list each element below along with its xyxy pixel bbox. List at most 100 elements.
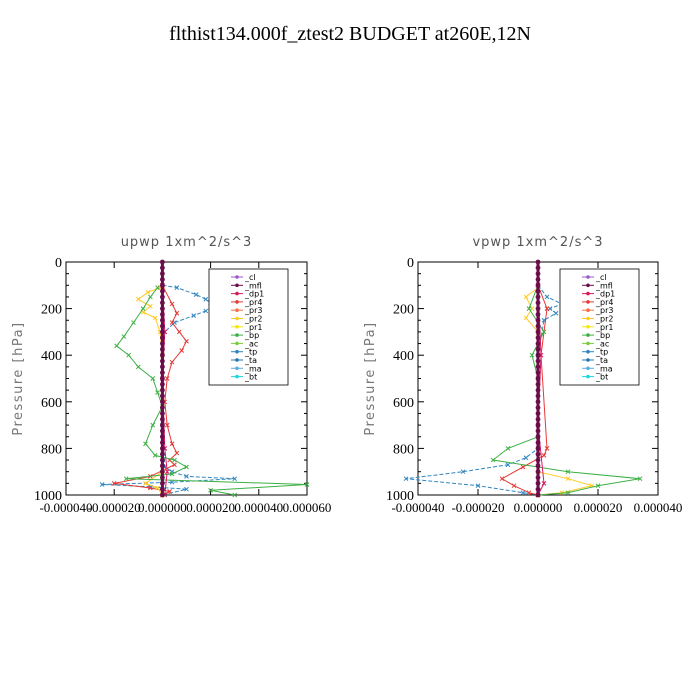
data-point <box>176 329 182 335</box>
data-point <box>535 469 541 475</box>
data-point <box>160 271 165 277</box>
data-point <box>191 313 197 318</box>
data-point <box>172 462 177 468</box>
data-point <box>131 320 136 325</box>
data-point <box>160 352 165 358</box>
data-point <box>160 457 165 463</box>
data-point <box>535 434 541 440</box>
y-tick-label: 600 <box>393 396 414 411</box>
legend-item-ma: _ma <box>231 364 262 373</box>
legend-label: _cl <box>244 273 256 282</box>
legend-label: _dp1 <box>244 290 264 299</box>
data-point <box>529 352 535 358</box>
data-point <box>169 359 175 365</box>
series-mfl <box>160 259 165 498</box>
data-point <box>184 474 189 479</box>
legend-marker <box>235 308 239 313</box>
legend-item-dp1: _dp1 <box>231 290 264 299</box>
legend-item-pr3: _pr3 <box>582 306 613 315</box>
data-point <box>160 492 165 498</box>
y-tick-label: 600 <box>41 396 62 411</box>
legend-label: _bt <box>595 373 608 382</box>
data-point <box>535 405 541 411</box>
legend-item-bt: _bt <box>582 373 608 382</box>
legend-label: _pr3 <box>244 306 262 315</box>
data-point <box>160 411 165 416</box>
data-point <box>565 476 571 482</box>
legend-label: _pr4 <box>244 298 262 307</box>
y-tick-label: 800 <box>393 442 414 457</box>
legend-label: _mfl <box>595 281 613 290</box>
legend-label: _pr1 <box>595 323 613 332</box>
data-point <box>232 492 238 498</box>
legend-marker <box>235 283 239 288</box>
data-point <box>145 289 151 295</box>
data-point <box>121 334 127 339</box>
data-point <box>164 422 170 428</box>
legend-label: _bt <box>244 373 257 382</box>
data-point <box>184 486 189 492</box>
data-point <box>523 294 529 300</box>
data-point <box>535 300 541 306</box>
legend-item-pr4: _pr4 <box>231 298 262 307</box>
data-point <box>147 485 153 491</box>
data-point <box>155 485 160 491</box>
data-point <box>535 387 541 393</box>
legend-item-ta: _ta <box>582 356 608 365</box>
data-point <box>147 294 153 300</box>
data-point <box>232 476 238 482</box>
y-tick-label: 200 <box>41 303 62 318</box>
x-tick-label: 0.000040 <box>234 500 283 515</box>
chart-panel-2: vpwp 1xm^2/s^3 Pressure [hPa] 0 200 400 600 80… <box>363 235 682 515</box>
data-point <box>164 469 170 475</box>
data-point <box>520 490 526 496</box>
data-point <box>160 294 165 300</box>
legend-marker <box>586 333 590 337</box>
legend-marker <box>235 316 239 321</box>
chart-panel-1: upwp 1xm^2/s^3 Pressure [hPa] 0 200 400 600 80… <box>11 235 331 515</box>
data-point <box>160 323 165 329</box>
legend-marker <box>586 358 590 362</box>
data-point <box>541 480 547 486</box>
legend-marker <box>235 300 239 304</box>
data-point <box>172 457 177 463</box>
data-point <box>160 399 165 405</box>
y-axis-label: Pressure [hPa] <box>11 321 26 435</box>
data-point <box>535 288 541 294</box>
data-point <box>160 277 165 282</box>
data-point <box>160 329 165 335</box>
data-point <box>174 310 180 316</box>
legend-marker <box>586 374 590 379</box>
data-point <box>184 338 189 344</box>
data-point <box>160 312 165 317</box>
legend-item-pr1: _pr1 <box>582 323 613 332</box>
legend-box <box>208 268 289 386</box>
legend-item-ma: _ma <box>582 364 613 373</box>
data-point <box>544 446 550 451</box>
data-point <box>167 489 172 494</box>
panel-title: upwp 1xm^2/s^3 <box>121 235 253 250</box>
data-point <box>535 393 541 399</box>
legend-marker <box>235 374 239 379</box>
x-tick-label: 0.000000 <box>514 500 563 515</box>
legend-marker <box>586 341 590 346</box>
data-point <box>160 387 165 393</box>
legend-marker <box>586 291 590 296</box>
legend-marker <box>235 358 239 362</box>
data-point <box>535 376 541 381</box>
data-point <box>526 490 532 496</box>
legend-item-ac: _ac <box>582 339 609 348</box>
legend-item-dp1: _dp1 <box>582 290 615 299</box>
legend-item-pr1: _pr1 <box>231 323 262 332</box>
data-point <box>152 453 158 458</box>
data-point <box>535 277 541 282</box>
data-point <box>160 469 165 475</box>
data-point <box>160 265 165 271</box>
legend-marker <box>586 308 590 313</box>
data-point <box>535 486 541 492</box>
data-point <box>155 285 160 290</box>
data-point <box>160 475 165 480</box>
data-point <box>135 296 141 302</box>
legend-marker <box>235 325 239 329</box>
data-point <box>535 294 541 300</box>
